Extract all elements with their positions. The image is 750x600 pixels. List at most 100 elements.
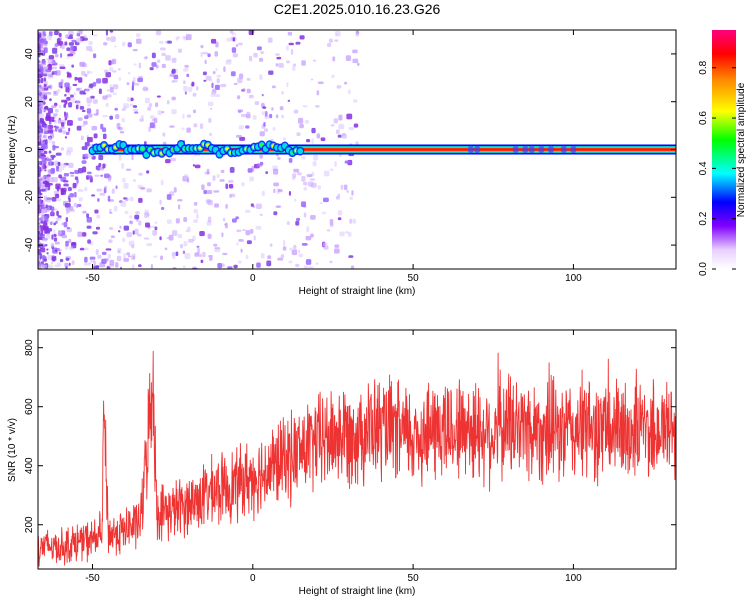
noise-speck xyxy=(79,30,83,35)
noise-speck xyxy=(131,154,134,161)
noise-speck xyxy=(132,179,137,183)
noise-speck xyxy=(292,65,296,71)
noise-speck xyxy=(137,233,142,237)
noise-speck xyxy=(79,247,85,251)
noise-speck xyxy=(77,189,84,192)
noise-speck xyxy=(272,127,276,131)
noise-speck xyxy=(93,133,98,139)
noise-speck xyxy=(237,260,242,264)
noise-speck xyxy=(306,139,311,143)
noise-speck xyxy=(86,216,93,223)
noise-speck xyxy=(223,66,226,72)
spectrogram-x-label: Height of straight line (km) xyxy=(299,286,416,297)
noise-speck xyxy=(75,87,81,92)
noise-speck xyxy=(38,78,41,84)
noise-speck xyxy=(186,114,192,118)
noise-speck xyxy=(206,168,210,175)
noise-speck xyxy=(203,189,207,195)
noise-speck xyxy=(333,118,339,124)
carrier-band-peak xyxy=(92,148,676,151)
noise-speck xyxy=(134,214,140,220)
noise-speck xyxy=(303,265,308,269)
noise-speck xyxy=(38,230,41,235)
snr-x-tick-label: 50 xyxy=(408,573,420,584)
noise-speck xyxy=(196,213,199,219)
noise-speck xyxy=(348,255,354,258)
noise-speck xyxy=(292,63,297,67)
noise-speck xyxy=(200,259,204,264)
noise-speck xyxy=(68,246,74,251)
noise-speck xyxy=(301,60,306,66)
noise-speck xyxy=(259,154,263,159)
noise-speck xyxy=(85,89,90,93)
noise-speck xyxy=(43,34,46,38)
noise-speck xyxy=(183,217,188,222)
noise-speck xyxy=(51,105,57,109)
noise-speck xyxy=(269,243,273,247)
noise-speck xyxy=(60,53,63,58)
noise-speck xyxy=(291,176,296,181)
noise-speck xyxy=(38,178,42,181)
noise-speck xyxy=(298,253,303,258)
noise-speck xyxy=(42,98,46,102)
noise-speck xyxy=(266,260,272,267)
colorbar-tick-label: 0.8 xyxy=(698,60,709,74)
colorbar-ticks: 0.0 0.2 0.4 0.6 0.8 xyxy=(698,60,736,276)
noise-speck xyxy=(91,194,96,197)
noise-speck xyxy=(38,89,41,93)
noise-speck xyxy=(38,261,41,266)
noise-speck xyxy=(228,179,234,183)
noise-speck xyxy=(105,71,112,78)
noise-speck xyxy=(177,48,183,53)
noise-speck xyxy=(109,115,113,120)
noise-speck xyxy=(64,82,70,88)
noise-speck xyxy=(337,217,342,221)
noise-speck xyxy=(69,34,73,37)
noise-speck xyxy=(313,154,319,161)
noise-speck xyxy=(124,210,129,214)
noise-speck xyxy=(126,232,132,238)
noise-speck xyxy=(143,237,150,240)
noise-speck xyxy=(338,123,345,130)
spectrogram-panel: -50 0 50 100 -40 -20 0 20 40 Height of straight… xyxy=(7,29,677,297)
noise-speck xyxy=(179,243,184,249)
noise-speck xyxy=(352,99,358,103)
noise-speck xyxy=(74,76,78,81)
noise-speck xyxy=(122,237,126,243)
noise-speck xyxy=(237,77,243,84)
noise-speck xyxy=(66,208,69,215)
snr-y-tick-label: 800 xyxy=(24,339,35,356)
colorbar-gradient xyxy=(712,30,736,269)
noise-speck xyxy=(112,84,119,90)
noise-speck xyxy=(122,177,126,183)
noise-speck xyxy=(43,258,47,261)
spectrogram-y-label: Frequency (Hz) xyxy=(7,116,18,185)
noise-speck xyxy=(43,77,47,82)
noise-speck xyxy=(213,190,220,193)
noise-speck xyxy=(278,62,284,68)
noise-speck xyxy=(52,144,56,151)
noise-speck xyxy=(44,243,48,247)
noise-speck xyxy=(238,238,244,242)
noise-speck xyxy=(138,220,142,226)
noise-speck xyxy=(138,264,142,268)
noise-speck xyxy=(326,229,331,232)
noise-speck xyxy=(82,156,86,160)
noise-speck xyxy=(291,249,298,256)
noise-speck xyxy=(43,220,46,224)
noise-speck xyxy=(104,173,110,179)
noise-speck xyxy=(206,190,213,195)
noise-speck xyxy=(121,118,125,123)
noise-speck xyxy=(55,198,62,202)
noise-speck xyxy=(78,77,83,83)
noise-speck xyxy=(43,47,48,54)
noise-speck xyxy=(130,97,134,102)
noise-speck xyxy=(228,184,234,189)
carrier-marker xyxy=(538,145,545,154)
noise-speck xyxy=(169,73,175,77)
noise-speck xyxy=(213,243,218,247)
noise-speck xyxy=(323,245,329,250)
spectrogram-y-tick-label: 40 xyxy=(24,48,35,60)
noise-speck xyxy=(84,256,88,263)
noise-speck xyxy=(171,57,177,63)
